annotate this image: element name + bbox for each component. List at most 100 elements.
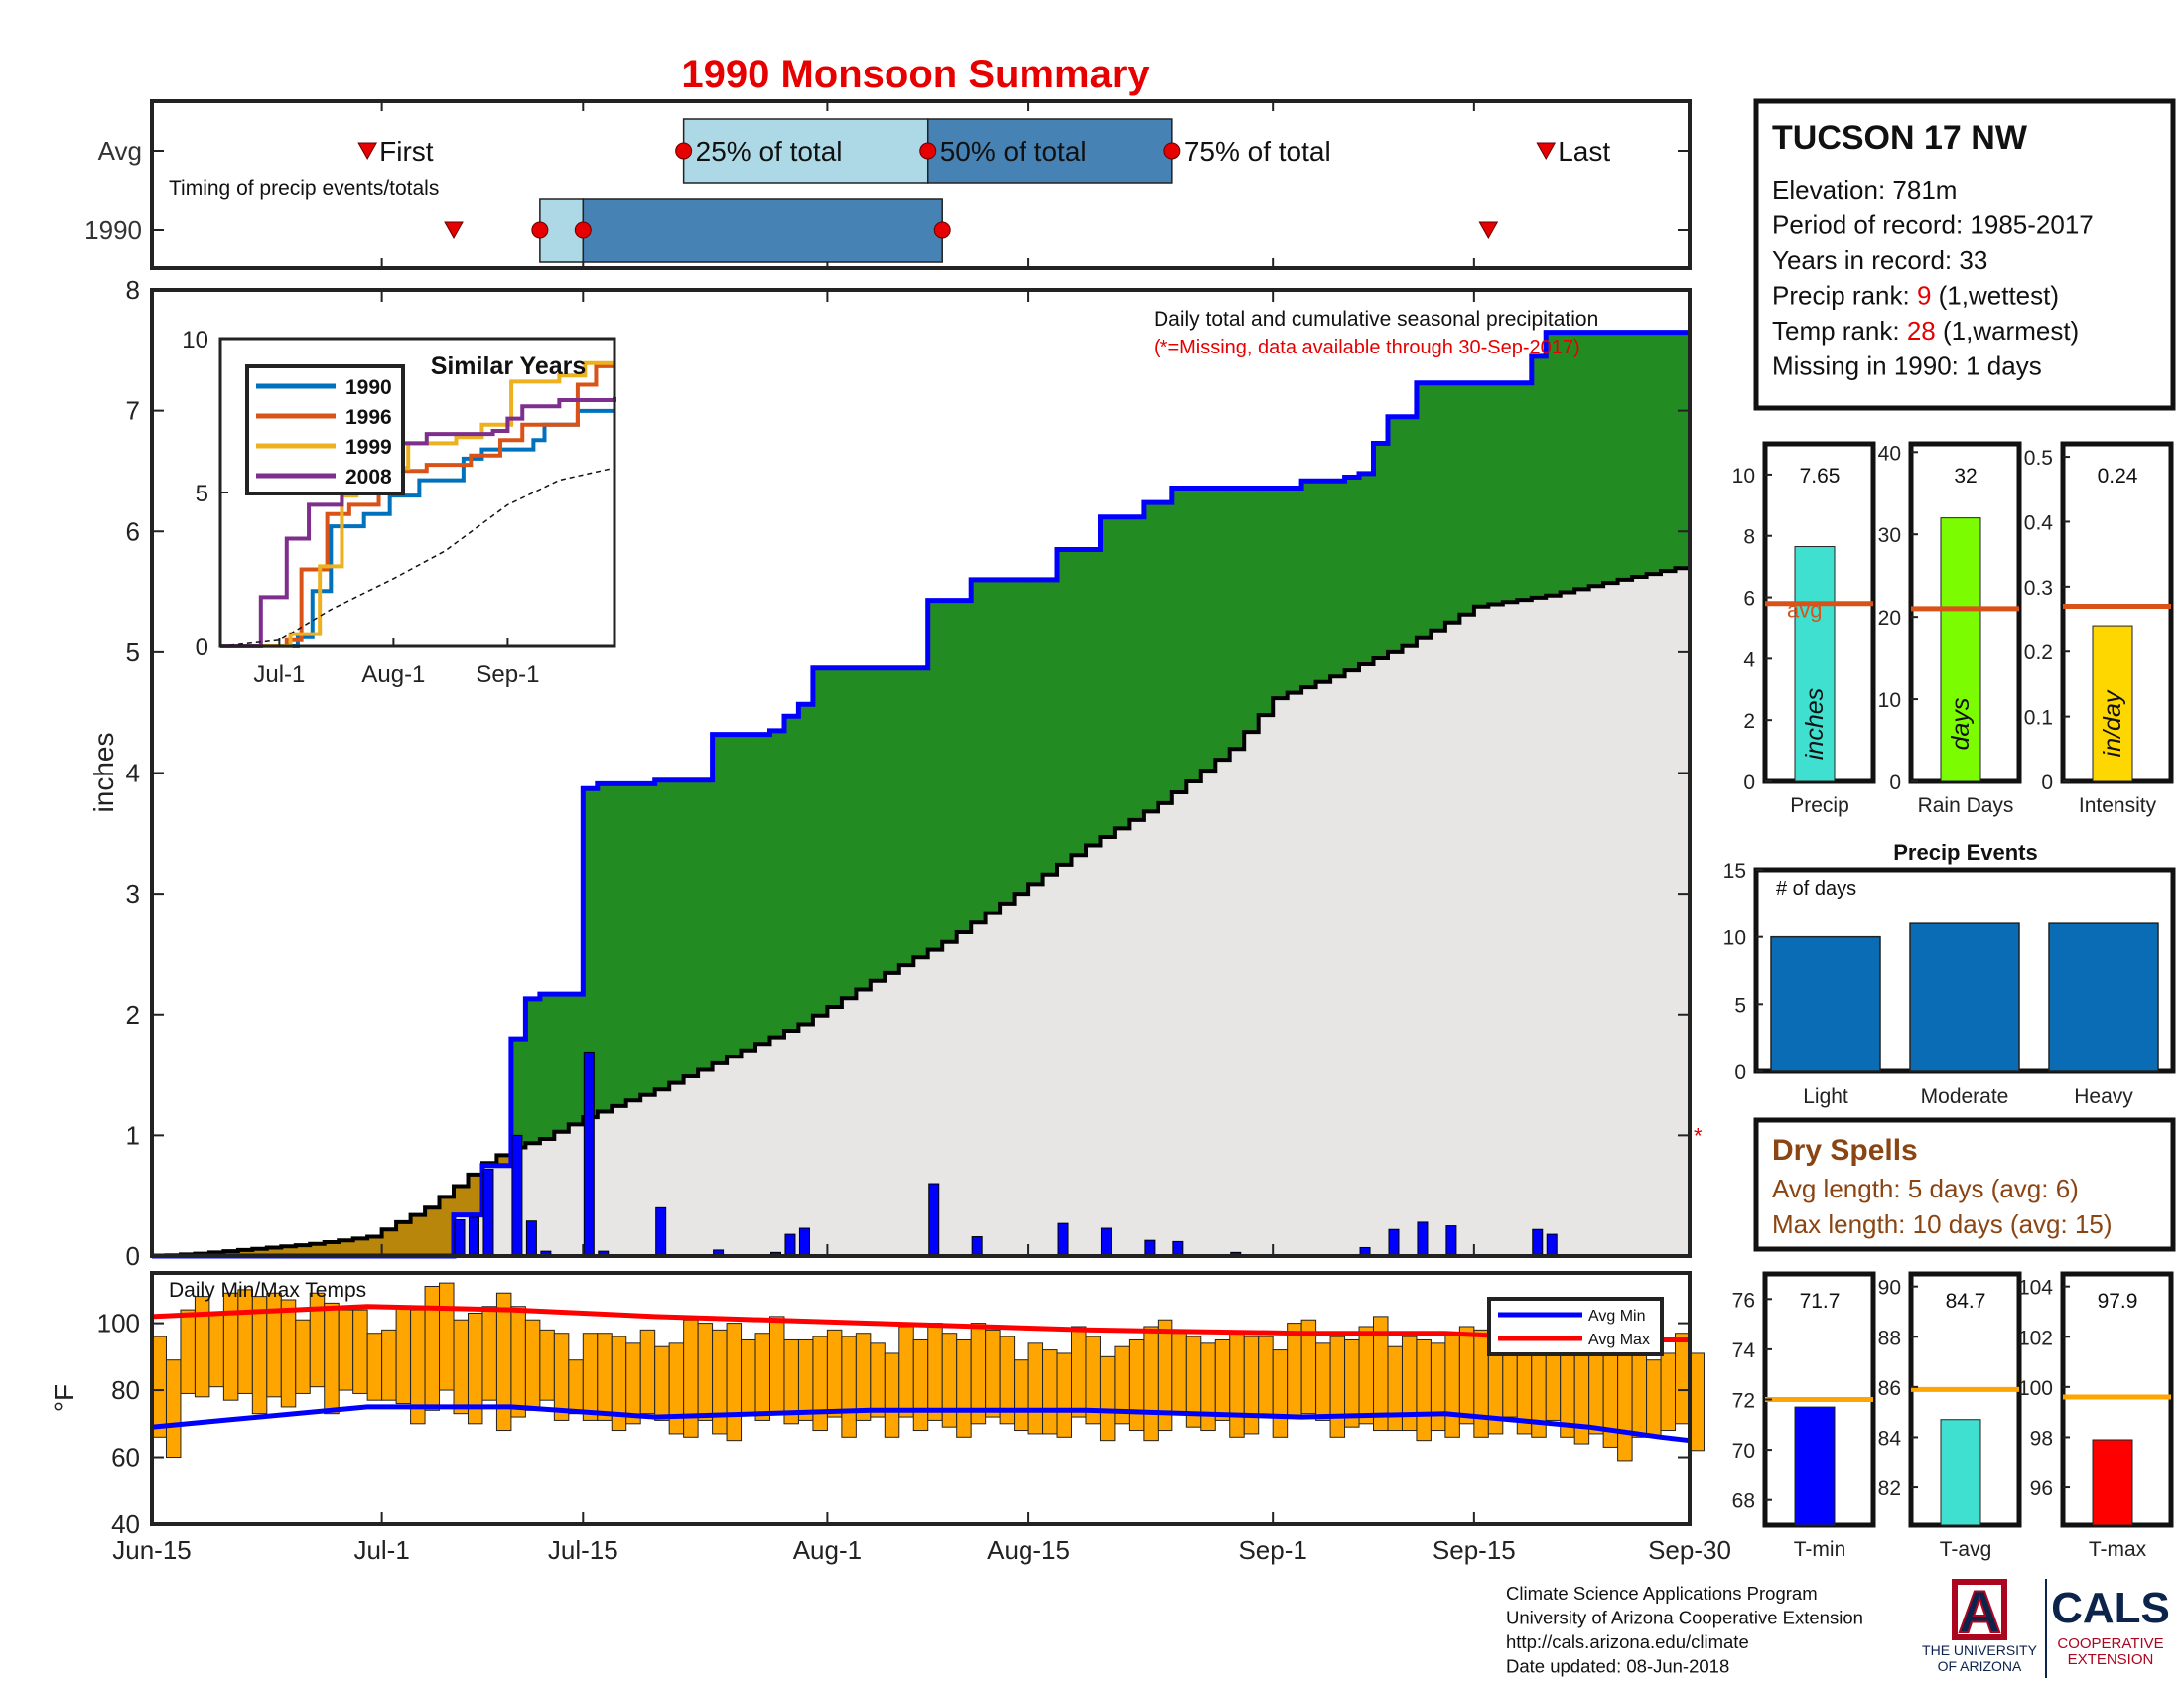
surplus-segment <box>1057 549 1073 865</box>
timing-p50-marker <box>574 221 592 239</box>
surplus-segment <box>1646 332 1662 575</box>
inset-legend-label: 2008 <box>345 466 392 489</box>
timing-row-label: 1990 <box>84 215 142 245</box>
daily-temp-bar <box>683 1319 699 1438</box>
daily-temp-bar <box>395 1306 412 1405</box>
panel-y-tick-label: 84 <box>1878 1427 1902 1450</box>
deficit-segment <box>295 1245 311 1256</box>
panel-y-tick-label: 86 <box>1878 1377 1901 1400</box>
surplus-segment <box>1488 382 1504 605</box>
panel-y-tick-label: 0.4 <box>2024 511 2054 534</box>
daily-precip-bar <box>1144 1239 1156 1257</box>
station-line: Elevation: 781m <box>1772 175 1957 205</box>
temps-frame <box>150 1271 1692 1526</box>
daily-temp-bar <box>1143 1326 1159 1442</box>
surplus-segment <box>1387 416 1404 652</box>
panel-value-label: 0.24 <box>2098 465 2138 488</box>
surplus-segment <box>625 783 641 1101</box>
deficit-segment <box>439 1196 455 1256</box>
inset-legend-label: 1999 <box>345 436 392 459</box>
daily-temp-bar <box>726 1323 743 1442</box>
daily-temp-bar <box>280 1299 297 1408</box>
surplus-segment <box>583 788 599 1118</box>
surplus-segment <box>1473 382 1489 607</box>
panel-y-tick-label: 0.5 <box>2024 447 2053 470</box>
surplus-segment <box>1287 488 1302 693</box>
daily-temp-bar <box>1042 1349 1058 1435</box>
station-info-box: TUCSON 17 NW Elevation: 781m Period of rec… <box>1753 98 2176 411</box>
daily-precip-bar <box>1546 1233 1558 1257</box>
average-cumulative-line <box>152 565 1692 1258</box>
daily-temp-bar <box>697 1323 714 1421</box>
avg-min-line <box>151 1404 1691 1444</box>
surplus-segment <box>1171 488 1187 792</box>
surplus-segment <box>1315 481 1331 682</box>
surplus-segment <box>1502 382 1518 603</box>
station-name: TUCSON 17 NW <box>1772 119 2028 157</box>
surplus-segment <box>1158 502 1173 803</box>
panel-y-tick-label: 0 <box>1889 772 1901 794</box>
daily-temp-bar <box>625 1342 641 1425</box>
surplus-segment <box>798 704 814 1025</box>
panel-y-tick-label: 68 <box>1732 1490 1755 1513</box>
panel-bar <box>1940 1419 1981 1526</box>
panel-category-label: Rain Days <box>1918 794 2014 817</box>
deficit-segment <box>324 1242 340 1256</box>
daily-precip-bar <box>1417 1221 1429 1257</box>
daily-temp-bar <box>754 1333 770 1421</box>
daily-temp-bar <box>1660 1352 1677 1432</box>
x-tick-label: Jul-15 <box>548 1535 618 1565</box>
cals-logo-text: EXTENSION <box>2068 1651 2154 1668</box>
y-tick-label: 2 <box>126 1000 140 1030</box>
surplus-segment <box>1416 382 1433 638</box>
panel-y-tick-label: 8 <box>1743 526 1755 549</box>
inset-series-line <box>220 408 614 648</box>
daily-temp-bar <box>237 1289 253 1394</box>
daily-temp-bar <box>1229 1333 1245 1438</box>
y-tick-label: 1 <box>126 1120 140 1150</box>
daily-temp-bar <box>553 1333 570 1421</box>
panel-y-tick-label: 2 <box>1743 710 1755 733</box>
daily-precip-bar <box>525 1220 537 1257</box>
daily-temps-chart: 40 60 80 100 Jun-15 Jul-1 Jul-15 Aug-1 Aug-15 Sep… <box>49 1271 1731 1565</box>
panel-bar <box>2092 1439 2133 1526</box>
timing-box-50-75 <box>582 198 943 263</box>
panel-y-tick-label: 104 <box>2018 1277 2053 1300</box>
station-line-label: Temp rank: <box>1772 316 1907 346</box>
deficit-segment <box>381 1229 397 1256</box>
surplus-segment <box>1014 579 1029 895</box>
surplus-segment <box>1301 481 1317 688</box>
panel-y-tick-label: 10 <box>1878 689 1901 712</box>
footer-line: http://cals.arizona.edu/climate <box>1506 1631 1749 1652</box>
x-tick-label: Sep-15 <box>1433 1535 1516 1565</box>
panel-category-label: Intensity <box>2079 794 2157 817</box>
surplus-segment <box>1344 477 1360 671</box>
station-line: Temp rank: 28 (1,warmest) <box>1772 316 2079 346</box>
daily-precip-bar <box>583 1051 595 1257</box>
panel-value-label: 97.9 <box>2098 1290 2138 1313</box>
timing-panel: Avg 1990 Timing of precip events/totals Fir… <box>84 99 1692 270</box>
events-y-tick-label: 0 <box>1734 1061 1746 1084</box>
timing-p25-label: 25% of total <box>696 136 843 167</box>
daily-temp-bar <box>381 1329 397 1401</box>
figure-title: 1990 Monsoon Summary <box>681 53 1150 96</box>
daily-temp-bar <box>927 1323 943 1421</box>
event-category-label: Heavy <box>2074 1085 2133 1108</box>
temp-y-tick-label: 100 <box>97 1309 140 1338</box>
surplus-segment <box>927 600 943 950</box>
timing-p25-marker <box>531 221 549 239</box>
panel-category-label: T-min <box>1794 1538 1846 1561</box>
daily-temp-bar <box>1675 1333 1691 1425</box>
surplus-segment <box>1000 579 1016 904</box>
station-line-suffix: (1,warmest) <box>1936 316 2079 346</box>
surplus-segment <box>1588 332 1604 587</box>
daily-temp-bar <box>352 1309 368 1394</box>
station-line-value: 9 <box>1917 281 1931 311</box>
daily-temp-bar <box>812 1336 828 1432</box>
cals-logo-name: CALS <box>2051 1584 2170 1632</box>
panel-y-tick-label: 98 <box>2030 1427 2053 1450</box>
daily-temp-bar <box>568 1359 584 1415</box>
daily-temp-bar <box>524 1319 541 1411</box>
deficit-segment <box>352 1238 368 1256</box>
cumulative-precip-chart: * 0 1 2 3 4 5 6 7 8 inches Daily total and cumulati… <box>88 275 1703 1271</box>
